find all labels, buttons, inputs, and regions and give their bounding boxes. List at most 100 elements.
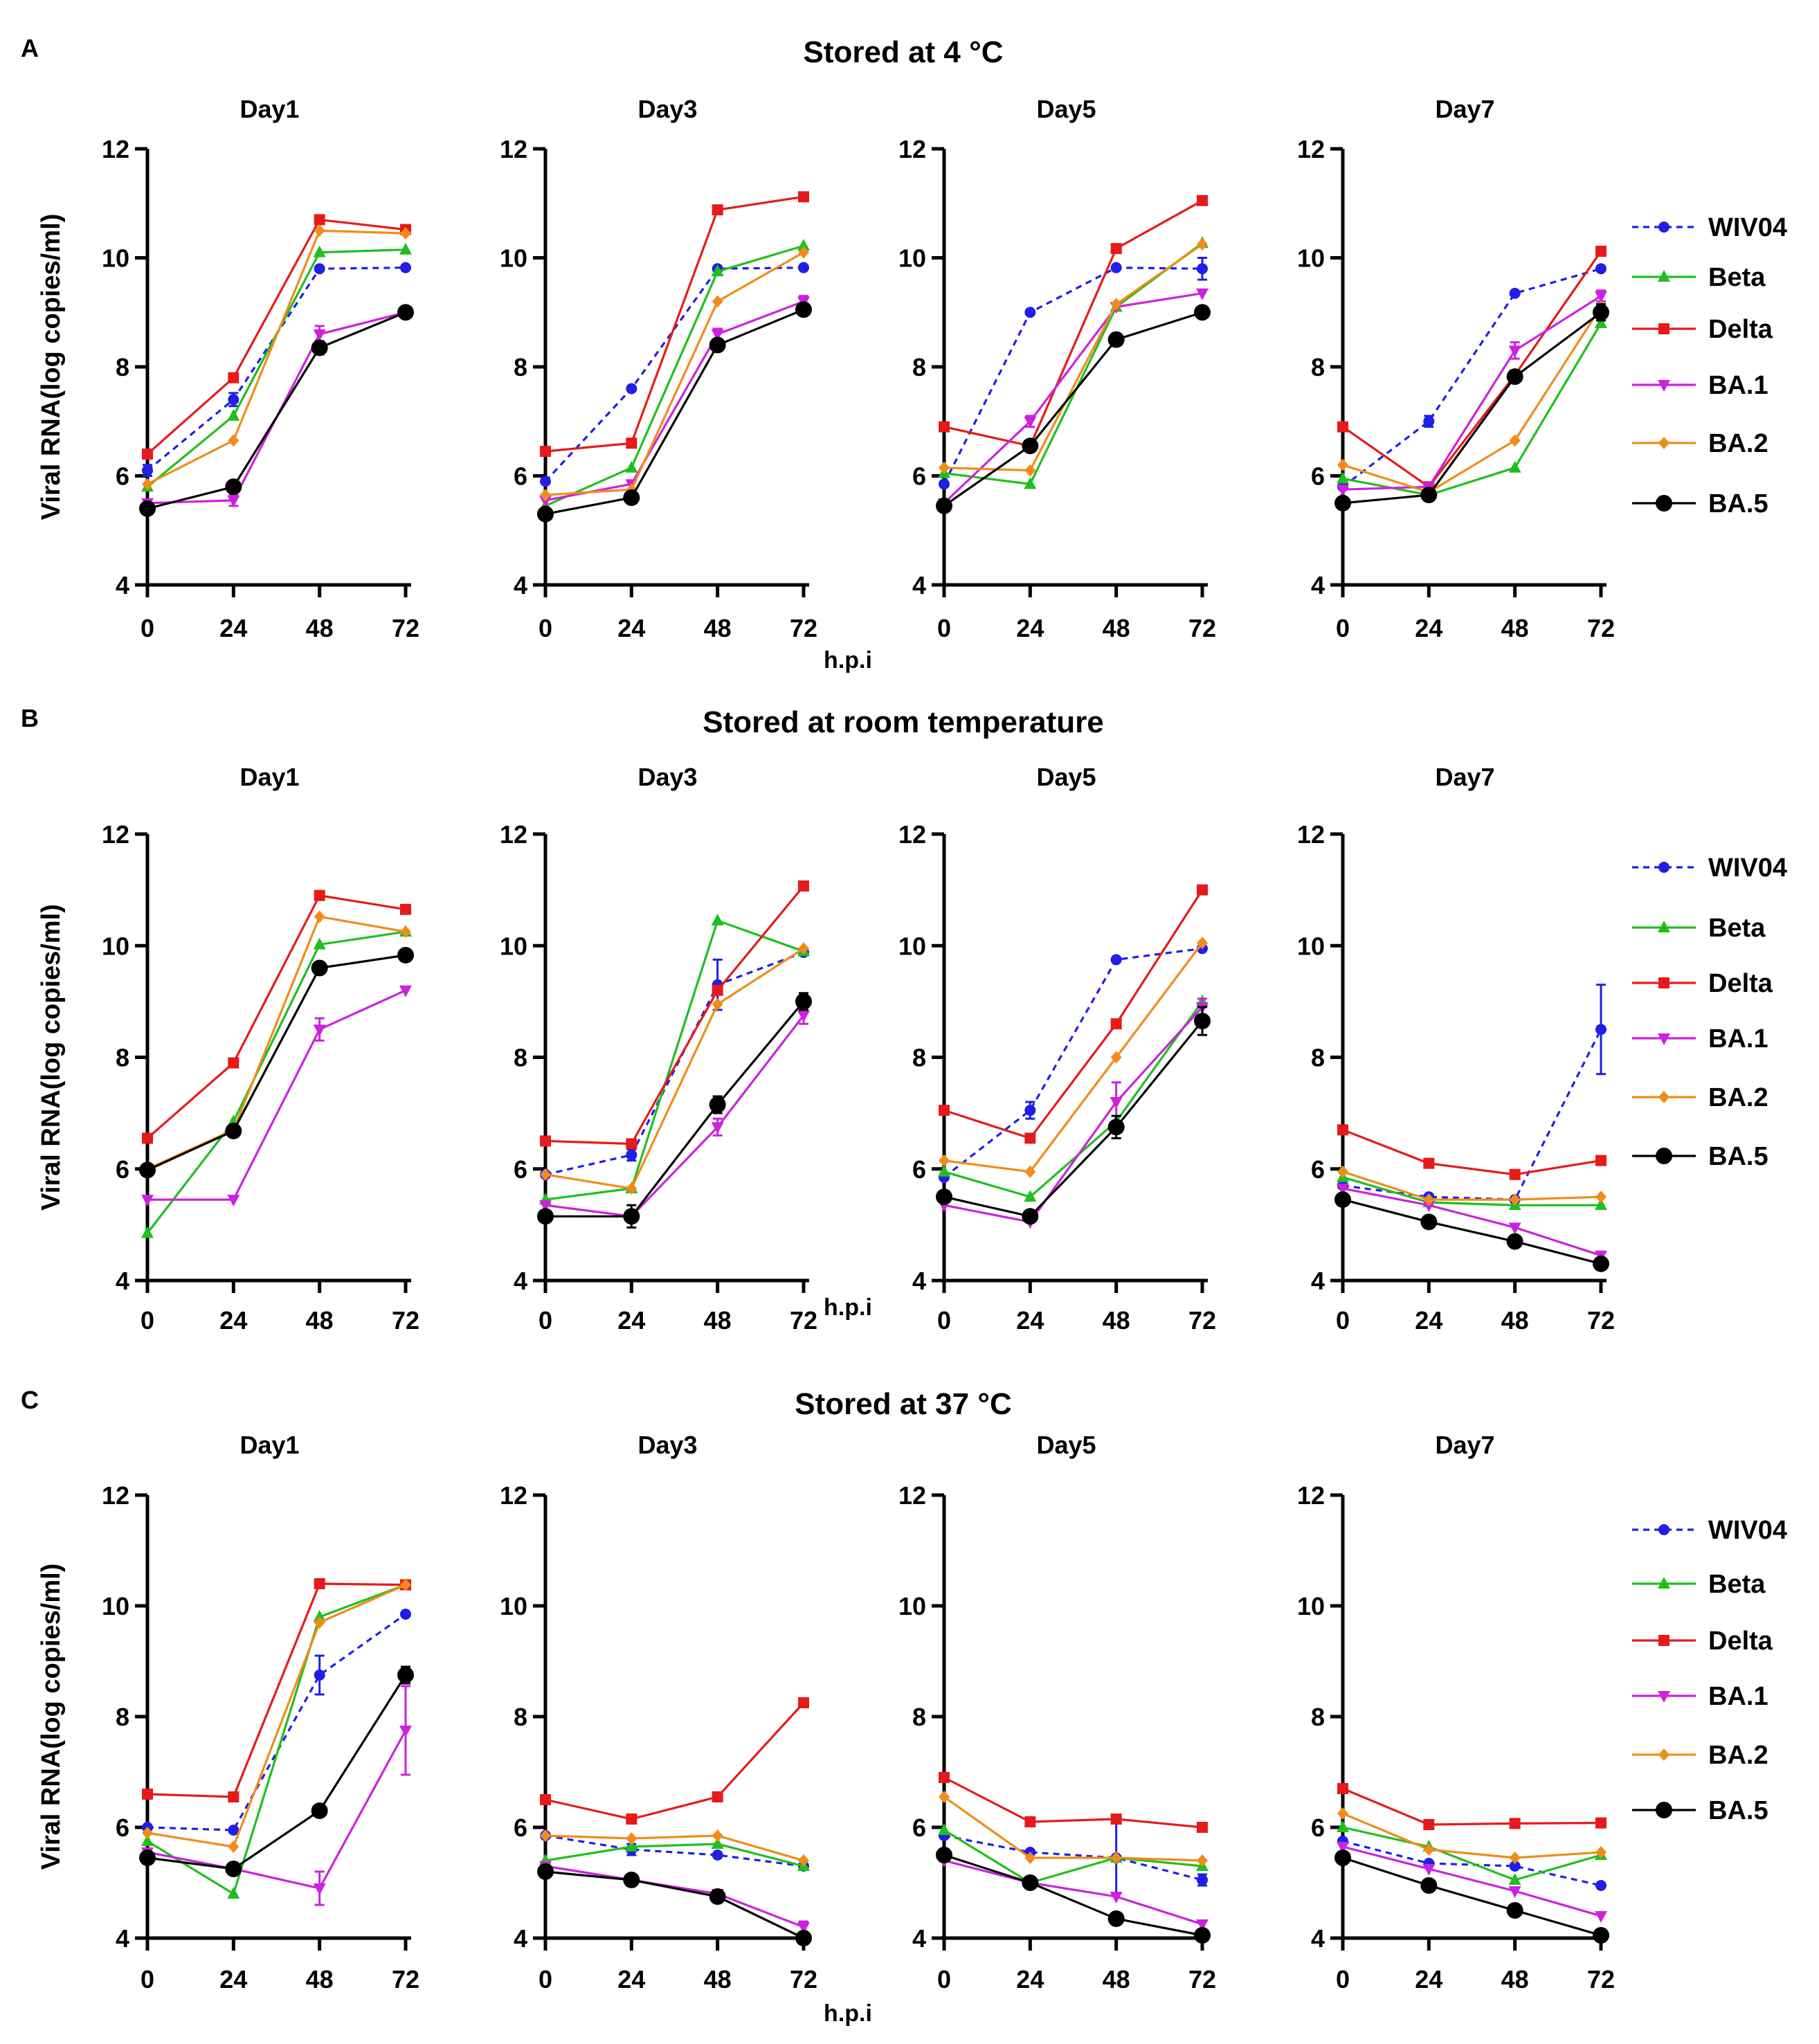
legend-item-Delta: Delta bbox=[1632, 1627, 1773, 1656]
data-point bbox=[798, 942, 809, 955]
x-tick-label: 48 bbox=[306, 614, 334, 642]
data-point bbox=[1197, 1822, 1208, 1833]
series-line bbox=[545, 1870, 804, 1939]
data-point bbox=[1110, 243, 1122, 255]
y-tick-label: 10 bbox=[500, 1592, 527, 1620]
data-point bbox=[225, 1861, 242, 1877]
y-tick-label: 8 bbox=[912, 1044, 926, 1072]
legend-marker bbox=[1658, 977, 1669, 988]
data-point bbox=[314, 910, 325, 923]
data-point bbox=[1509, 434, 1521, 447]
y-tick-label: 10 bbox=[500, 932, 527, 960]
x-tick-label: 24 bbox=[1415, 614, 1442, 642]
y-tick-label: 6 bbox=[116, 1155, 129, 1184]
data-point bbox=[626, 437, 637, 449]
data-point bbox=[795, 1930, 812, 1946]
y-tick-label: 4 bbox=[116, 1924, 129, 1953]
data-point bbox=[313, 329, 326, 341]
series-Beta bbox=[539, 239, 810, 511]
legend-marker bbox=[1658, 1635, 1669, 1646]
data-point bbox=[314, 224, 325, 237]
legend-item-WIV04: WIV04 bbox=[1632, 1516, 1787, 1545]
series-BA.2 bbox=[142, 224, 411, 491]
data-point bbox=[399, 242, 412, 255]
data-point bbox=[1110, 262, 1122, 273]
series-BA.5 bbox=[537, 1863, 812, 1946]
data-point bbox=[141, 1226, 154, 1238]
data-point bbox=[1334, 1191, 1351, 1209]
y-tick-label: 4 bbox=[1311, 1267, 1325, 1295]
data-point bbox=[400, 262, 411, 273]
x-tick-label: 24 bbox=[1016, 1306, 1044, 1335]
data-point bbox=[709, 1888, 726, 1905]
data-point bbox=[798, 880, 809, 892]
data-point bbox=[1110, 1892, 1123, 1903]
series-WIV04 bbox=[1337, 984, 1607, 1206]
panel-title: Day1 bbox=[239, 1431, 299, 1459]
data-point bbox=[141, 1195, 154, 1207]
x-tick-label: 48 bbox=[704, 614, 732, 642]
legend-marker bbox=[1658, 221, 1669, 233]
data-point bbox=[1595, 291, 1607, 303]
series-line bbox=[146, 930, 406, 1234]
data-point bbox=[626, 1182, 637, 1195]
x-tick-label: 24 bbox=[617, 1965, 645, 1993]
y-tick-label: 12 bbox=[1297, 820, 1325, 849]
series-line bbox=[1342, 1176, 1601, 1206]
x-axis-label: h.p.i bbox=[824, 1294, 872, 1321]
y-tick-label: 12 bbox=[102, 135, 129, 163]
data-point bbox=[939, 1154, 950, 1167]
data-point bbox=[797, 1011, 810, 1023]
y-tick-label: 6 bbox=[1311, 1155, 1325, 1184]
data-point bbox=[1197, 1874, 1208, 1885]
data-point bbox=[711, 329, 724, 341]
series-BA.2 bbox=[142, 910, 411, 1175]
y-tick-label: 12 bbox=[500, 820, 527, 849]
data-point bbox=[936, 1847, 952, 1863]
x-tick-label: 0 bbox=[1336, 1965, 1350, 1993]
data-point bbox=[313, 1883, 326, 1895]
series-line bbox=[943, 243, 1203, 472]
data-point bbox=[399, 1726, 412, 1737]
series-line bbox=[147, 311, 406, 510]
legend-item-BA.1: BA.1 bbox=[1632, 1682, 1768, 1711]
data-point bbox=[1022, 437, 1039, 455]
data-point bbox=[1509, 1861, 1521, 1872]
legend-label: WIV04 bbox=[1708, 1516, 1787, 1545]
data-point bbox=[400, 925, 411, 939]
data-point bbox=[314, 1616, 325, 1629]
data-point bbox=[1197, 937, 1208, 950]
legend-item-BA.5: BA.5 bbox=[1632, 1796, 1768, 1825]
data-point bbox=[797, 239, 810, 251]
series-line bbox=[147, 989, 406, 1201]
series-line bbox=[545, 300, 804, 502]
x-axis-label: h.p.i bbox=[824, 647, 872, 673]
data-point bbox=[936, 1188, 952, 1206]
data-point bbox=[626, 1149, 637, 1161]
series-BA.5 bbox=[139, 304, 414, 517]
series-BA.5 bbox=[537, 992, 812, 1229]
data-point bbox=[712, 204, 723, 216]
y-tick-label: 4 bbox=[1311, 571, 1325, 599]
data-point bbox=[1110, 1097, 1123, 1109]
panel-title: Day7 bbox=[1435, 1431, 1494, 1459]
data-point bbox=[142, 1132, 153, 1144]
series-line bbox=[1342, 1198, 1602, 1265]
y-tick-label: 8 bbox=[1311, 1044, 1325, 1072]
section-letter-A: A bbox=[21, 34, 39, 62]
y-tick-label: 4 bbox=[116, 1267, 129, 1295]
data-point bbox=[1595, 1198, 1607, 1211]
series-line bbox=[146, 248, 406, 488]
data-point bbox=[1024, 416, 1037, 428]
y-tick-label: 6 bbox=[912, 1155, 926, 1184]
data-point bbox=[1110, 298, 1122, 311]
series-line bbox=[146, 218, 406, 455]
series-Beta bbox=[141, 242, 412, 492]
data-point bbox=[712, 1791, 723, 1802]
data-point bbox=[1197, 884, 1208, 896]
legend-label: Beta bbox=[1708, 914, 1766, 943]
y-tick-label: 6 bbox=[116, 462, 129, 491]
legend-label: Beta bbox=[1708, 263, 1766, 292]
series-Delta bbox=[540, 1697, 809, 1825]
data-point bbox=[314, 1578, 325, 1589]
